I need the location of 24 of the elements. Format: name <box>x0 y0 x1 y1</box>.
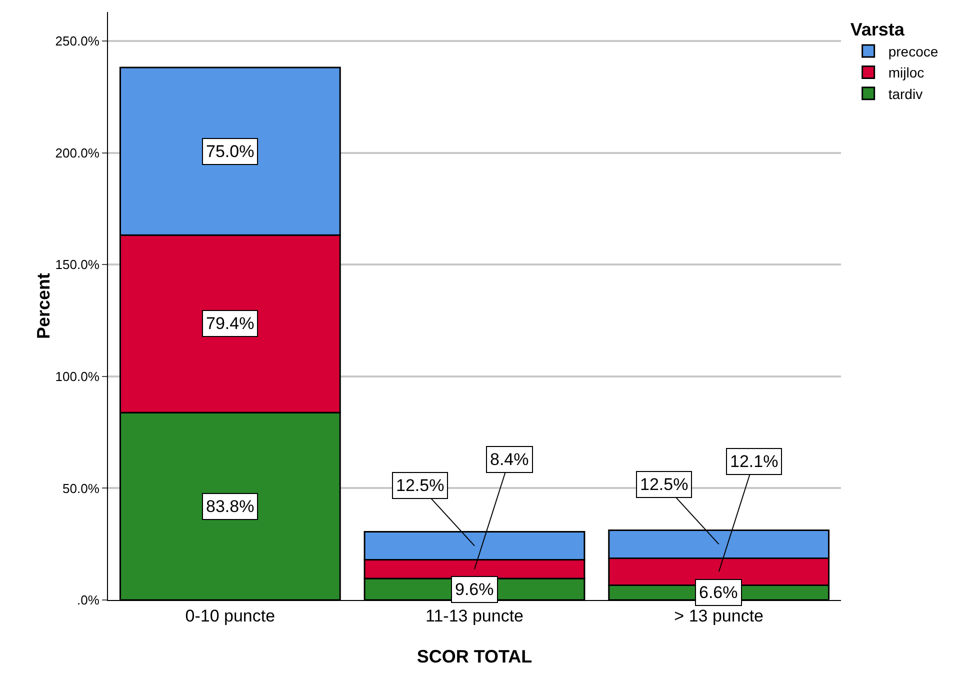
data-label: 83.8% <box>206 497 254 516</box>
y-tick-label: 100.0% <box>55 368 100 384</box>
x-axis-title: SCOR TOTAL <box>416 646 532 666</box>
y-tick-label: .0% <box>76 592 100 608</box>
data-label: 8.4% <box>490 450 529 469</box>
data-label: 75.0% <box>206 142 254 161</box>
x-tick-label: 11-13 puncte <box>426 606 524 626</box>
data-label: 12.1% <box>730 452 778 471</box>
x-tick-label: > 13 puncte <box>674 606 764 626</box>
legend-label: precoce <box>888 43 938 60</box>
data-label: 12.5% <box>396 476 444 495</box>
y-tick-label: 200.0% <box>55 145 100 160</box>
y-tick-label: 50.0% <box>62 480 100 496</box>
legend-label: mijloc <box>888 64 924 81</box>
y-axis-title: Percent <box>33 272 54 340</box>
x-tick-label: 0-10 puncte <box>185 606 276 626</box>
data-label: 6.6% <box>699 583 738 602</box>
y-tick-label: 150.0% <box>55 257 100 272</box>
y-tick-label: 250.0% <box>55 34 100 49</box>
legend-label: tardiv <box>888 86 923 102</box>
data-label: 12.5% <box>640 475 688 494</box>
data-label: 9.6% <box>455 580 494 599</box>
data-label: 79.4% <box>206 314 254 333</box>
legend-title: Varsta <box>850 19 906 40</box>
